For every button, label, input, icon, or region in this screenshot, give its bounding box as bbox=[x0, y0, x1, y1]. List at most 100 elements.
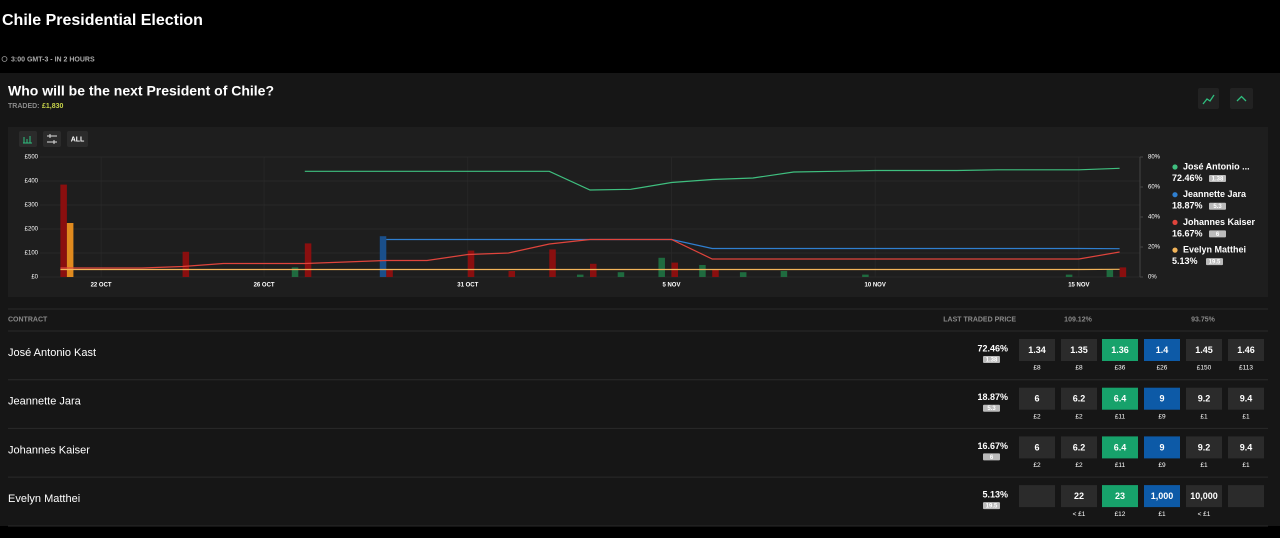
legend-label: Johannes Kaiser bbox=[1183, 217, 1256, 227]
cell-price: 1,000 bbox=[1151, 491, 1174, 501]
price-cell[interactable] bbox=[1019, 436, 1055, 459]
odds-badge bbox=[983, 356, 1000, 363]
x-tick-label: 26 OCT bbox=[254, 283, 275, 289]
settings-icon bbox=[47, 134, 57, 144]
y-tick-label: £100 bbox=[25, 251, 39, 257]
header-back-book: 109.12% bbox=[1064, 316, 1092, 323]
cell-price: 6 bbox=[1034, 394, 1039, 404]
header-lay-book: 93.75% bbox=[1191, 316, 1216, 323]
cell-amount: £1 bbox=[1242, 413, 1250, 420]
price-cell[interactable] bbox=[1144, 339, 1180, 361]
cell-amount: £9 bbox=[1158, 413, 1166, 420]
y-tick-label: £300 bbox=[25, 203, 39, 209]
volume-bar bbox=[712, 269, 719, 277]
legend-label: Evelyn Matthei bbox=[1183, 244, 1246, 254]
volume-bar bbox=[658, 257, 665, 277]
y2-tick-label: 80% bbox=[1148, 155, 1161, 161]
legend-odds: 5.3 bbox=[1213, 204, 1222, 210]
traded-value: £1,830 bbox=[42, 103, 64, 110]
market-question: Who will be the next President of Chile? bbox=[8, 83, 274, 99]
cell-amount: £26 bbox=[1157, 365, 1168, 372]
price-cell[interactable] bbox=[1144, 485, 1180, 508]
y2-tick-label: 60% bbox=[1148, 185, 1161, 191]
legend-swatch bbox=[1172, 247, 1178, 253]
price-line bbox=[304, 167, 1120, 191]
price-cell[interactable] bbox=[1144, 436, 1180, 459]
cell-price: 6 bbox=[1034, 442, 1039, 452]
price-cell[interactable] bbox=[1061, 387, 1097, 410]
last-price: 72.46% bbox=[977, 343, 1008, 353]
clock-icon bbox=[1, 56, 8, 62]
price-cell[interactable] bbox=[1186, 339, 1222, 361]
price-cell[interactable] bbox=[1102, 387, 1138, 410]
cell-price: 1.35 bbox=[1070, 345, 1088, 355]
cell-price: 1.34 bbox=[1028, 345, 1046, 355]
volume-bar bbox=[699, 265, 706, 277]
volume-bar bbox=[549, 249, 556, 277]
price-cell[interactable] bbox=[1102, 485, 1138, 508]
legend-swatch bbox=[1172, 219, 1178, 225]
contract-name: Johannes Kaiser bbox=[8, 444, 90, 456]
price-cell[interactable] bbox=[1102, 339, 1138, 361]
price-cell[interactable] bbox=[1019, 485, 1055, 508]
last-odds: 19.5 bbox=[986, 503, 998, 509]
chart-icon bbox=[1202, 94, 1215, 105]
odds-badge bbox=[983, 502, 1000, 510]
legend-label: Jeannette Jara bbox=[1183, 189, 1247, 199]
cell-amount: £2 bbox=[1075, 462, 1083, 469]
price-cell[interactable] bbox=[1186, 485, 1222, 508]
cell-amount: £150 bbox=[1197, 365, 1212, 372]
cell-price: 9.4 bbox=[1240, 394, 1253, 404]
bar-view-button[interactable] bbox=[19, 131, 37, 147]
cell-price: 6.2 bbox=[1073, 442, 1086, 452]
price-cell[interactable] bbox=[1186, 387, 1222, 410]
cell-amount: £8 bbox=[1033, 365, 1041, 372]
y-tick-label: £400 bbox=[25, 179, 39, 185]
price-cell[interactable] bbox=[1061, 485, 1097, 508]
x-tick-label: 31 OCT bbox=[457, 283, 478, 289]
header-last-price: LAST TRADED PRICE bbox=[943, 316, 1016, 323]
price-cell[interactable] bbox=[1102, 436, 1138, 459]
cell-amount: £1 bbox=[1200, 413, 1208, 420]
volume-bar bbox=[182, 251, 190, 277]
legend-label: José Antonio ... bbox=[1183, 161, 1250, 171]
odds-badge bbox=[983, 453, 1000, 461]
cell-amount: £1 bbox=[1242, 462, 1250, 469]
price-cell[interactable] bbox=[1228, 387, 1264, 410]
price-cell[interactable] bbox=[1186, 436, 1222, 459]
last-price: 16.67% bbox=[977, 441, 1008, 451]
price-cell[interactable] bbox=[1228, 436, 1264, 459]
bar-icon bbox=[23, 136, 32, 144]
cell-amount: £8 bbox=[1075, 365, 1083, 372]
price-cell[interactable] bbox=[1061, 339, 1097, 361]
settings-button[interactable] bbox=[43, 131, 61, 147]
chart-toggle-button[interactable] bbox=[1198, 88, 1219, 109]
cell-amount: < £1 bbox=[1073, 511, 1086, 518]
range-button[interactable] bbox=[67, 131, 88, 147]
price-cell[interactable] bbox=[1019, 339, 1055, 361]
cell-price: 23 bbox=[1115, 491, 1125, 501]
volume-bar bbox=[304, 243, 312, 277]
cell-price: 6.4 bbox=[1114, 442, 1127, 452]
price-cell[interactable] bbox=[1061, 436, 1097, 459]
price-cell[interactable] bbox=[1019, 387, 1055, 410]
legend-odds: 6 bbox=[1216, 232, 1220, 238]
price-cell[interactable] bbox=[1144, 387, 1180, 410]
cell-amount: £113 bbox=[1239, 365, 1253, 372]
cell-amount: £12 bbox=[1115, 511, 1126, 518]
last-odds: 5.3 bbox=[987, 406, 996, 412]
last-price: 18.87% bbox=[977, 392, 1008, 402]
y2-tick-label: 40% bbox=[1148, 215, 1161, 221]
header-bg bbox=[0, 0, 1280, 73]
price-cell[interactable] bbox=[1228, 339, 1264, 361]
cell-amount: £1 bbox=[1200, 462, 1208, 469]
cell-amount: £2 bbox=[1033, 462, 1041, 469]
cell-price: 9.2 bbox=[1198, 394, 1211, 404]
collapse-button[interactable] bbox=[1230, 88, 1253, 109]
cell-amount: £11 bbox=[1115, 413, 1126, 420]
cell-amount: £11 bbox=[1115, 462, 1126, 469]
volume-bar bbox=[576, 274, 584, 277]
price-cell[interactable] bbox=[1228, 485, 1264, 508]
y-tick-label: £200 bbox=[25, 227, 39, 233]
